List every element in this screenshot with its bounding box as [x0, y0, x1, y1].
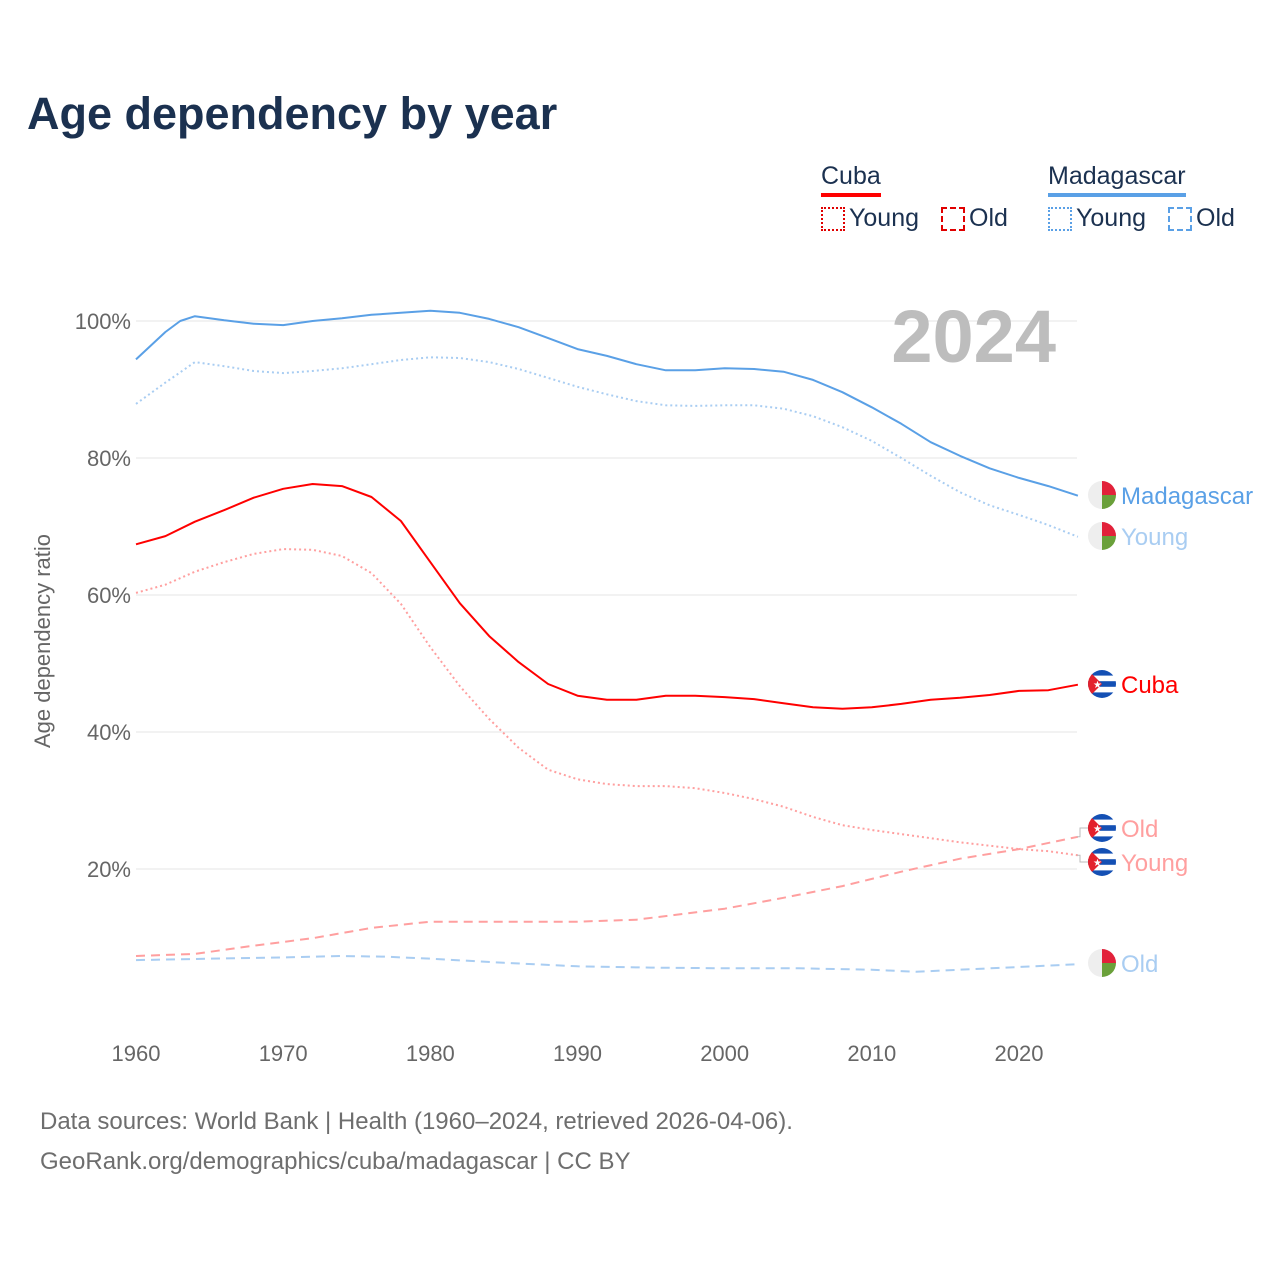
end-label: Young [1121, 850, 1188, 877]
footer-sources: Data sources: World Bank | Health (1960–… [40, 1108, 793, 1135]
legend-cuba-old[interactable]: Old [941, 204, 1008, 233]
x-tick-label: 1990 [553, 1041, 602, 1066]
chart-title: Age dependency by year [27, 88, 558, 139]
series-line-madagascar-old [135, 955, 1078, 973]
end-label: Cuba [1121, 672, 1179, 699]
legend-madagascar-old[interactable]: Old [1168, 204, 1235, 233]
x-tick-label: 2020 [995, 1041, 1044, 1066]
label-connector [1077, 827, 1088, 838]
end-label: Old [1121, 951, 1158, 978]
dotted-swatch-icon [821, 206, 845, 231]
series-line-cuba [135, 483, 1079, 710]
end-label: Young [1121, 524, 1188, 551]
y-tick-label: 20% [87, 857, 131, 882]
series-line-cuba-old [135, 835, 1079, 957]
y-tick-label: 60% [87, 583, 131, 608]
svg-text:★: ★ [1093, 858, 1102, 869]
legend-label: Old [1196, 204, 1235, 232]
dotted-swatch-icon [1048, 206, 1072, 231]
x-tick-label: 1980 [406, 1041, 455, 1066]
x-tick-label: 2000 [700, 1041, 749, 1066]
x-tick-label: 1970 [259, 1041, 308, 1066]
svg-text:★: ★ [1093, 824, 1102, 835]
cuba-flag-icon: ★ [1088, 814, 1116, 842]
x-tick-label: 1960 [112, 1041, 161, 1066]
series-line-madagascar [135, 309, 1079, 497]
cuba-flag-icon: ★ [1088, 670, 1116, 698]
legend-label: Young [1076, 204, 1146, 232]
year-watermark: 2024 [891, 295, 1056, 378]
label-connector [1077, 854, 1088, 863]
legend-label: Young [849, 204, 919, 232]
end-label: Old [1121, 816, 1158, 843]
legend-cuba[interactable]: Cuba [821, 162, 881, 197]
dashed-swatch-icon [941, 206, 965, 231]
y-tick-label: 80% [87, 446, 131, 471]
madagascar-flag-icon [1088, 949, 1116, 977]
madagascar-flag-icon [1088, 522, 1116, 550]
footer-link[interactable]: GeoRank.org/demographics/cuba/madagascar… [40, 1148, 631, 1175]
y-tick-label: 40% [87, 720, 131, 745]
legend-cuba-young[interactable]: Young [821, 204, 919, 233]
series-line-madagascar-young [135, 356, 1079, 538]
svg-text:★: ★ [1093, 680, 1102, 691]
legend-label: Old [969, 204, 1008, 232]
legend-madagascar[interactable]: Madagascar [1048, 162, 1186, 197]
dashed-swatch-icon [1168, 206, 1192, 231]
x-tick-label: 2010 [847, 1041, 896, 1066]
y-tick-label: 100% [75, 309, 131, 334]
cuba-flag-icon: ★ [1088, 848, 1116, 876]
y-axis-label: Age dependency ratio [30, 534, 55, 748]
end-label: Madagascar [1121, 483, 1253, 510]
legend-madagascar-young[interactable]: Young [1048, 204, 1146, 233]
madagascar-flag-icon [1088, 481, 1116, 509]
